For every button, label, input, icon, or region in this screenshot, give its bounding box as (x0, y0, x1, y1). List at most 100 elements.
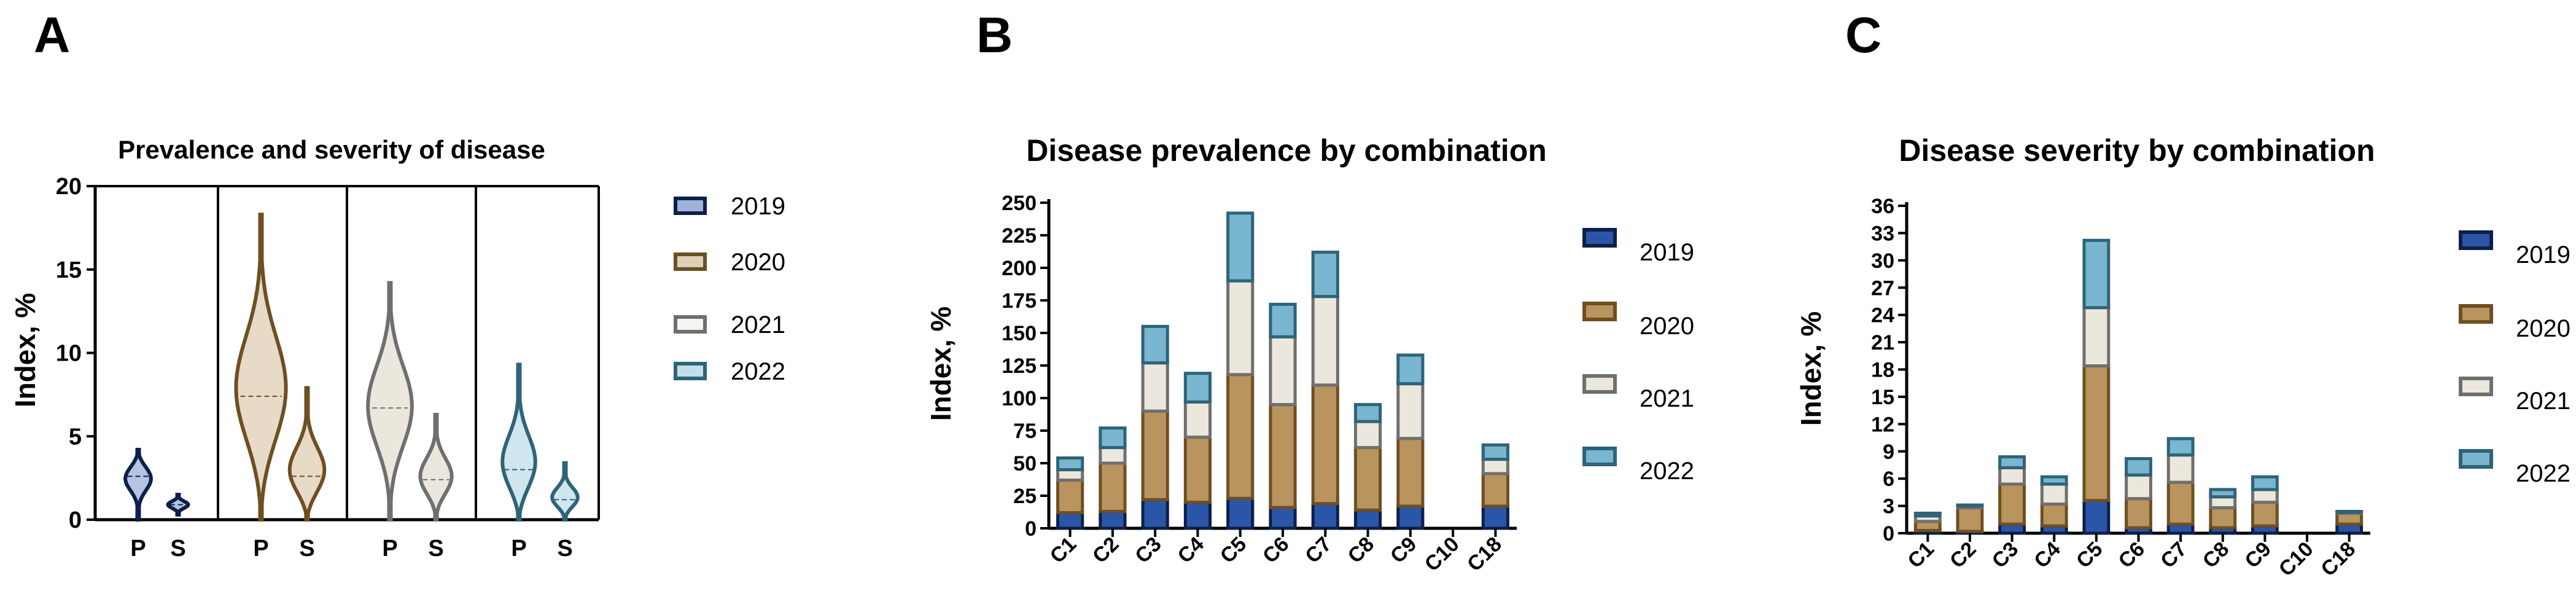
bar-C2-2022 (1099, 426, 1127, 450)
legend-label-2020: 2020 (731, 249, 785, 276)
legend-swatch-2022 (2459, 449, 2493, 469)
bar-C3-2019 (1141, 498, 1169, 530)
bar-C3-2021 (1998, 466, 2026, 486)
x-tick-label: C8 (1344, 533, 1379, 568)
x-tick-label: C9 (1386, 533, 1422, 568)
x-tick-label: C3 (1130, 533, 1166, 568)
panel-c-y-axis-label: Index, % (1795, 311, 1827, 426)
bar-C4-2021 (2040, 482, 2068, 506)
bar-C18-2021 (1481, 458, 1509, 475)
bar-C1-2019 (1056, 511, 1084, 530)
bar-C5-2022 (2082, 238, 2111, 310)
panel-c: C Disease severity by combination Index,… (1795, 7, 2570, 581)
bar-C1-2022 (1056, 456, 1084, 472)
bar-C9-2021 (2251, 488, 2279, 504)
bar-C5-2020 (2082, 364, 2111, 502)
x-tick-label: C1 (1046, 533, 1081, 568)
bar-C2-2020 (1956, 506, 1984, 533)
legend-swatch-2019 (2459, 230, 2493, 250)
bar-C4-2020 (1183, 436, 1212, 504)
bar-C7-2021 (1311, 295, 1339, 387)
bar-C5-2019 (1226, 496, 1255, 530)
bar-C4-2022 (2040, 475, 2068, 486)
legend-swatch-2021 (674, 315, 707, 334)
panel-b-y-axis-label: Index, % (925, 307, 957, 421)
panel-a-x-tick-label: P (511, 536, 526, 561)
panel-a-frame (93, 185, 600, 522)
bar-C3-2020 (1141, 409, 1169, 501)
x-tick-label: C3 (1988, 538, 2023, 573)
violin-2020-P (234, 213, 288, 522)
bar-C8-2020 (1353, 446, 1382, 512)
y-tick-label: 0 (1025, 517, 1037, 541)
bar-C8-2019 (1353, 508, 1382, 530)
x-tick-label: C5 (1216, 533, 1251, 568)
bar-C5-2021 (2082, 306, 2111, 368)
legend-label-2020: 2020 (1640, 313, 1694, 340)
bar-C5-2019 (2082, 499, 2111, 535)
panel-a-x-tick-label: S (299, 536, 314, 561)
legend-swatch-2022 (674, 362, 707, 380)
bar-C9-2020 (2251, 501, 2279, 528)
panel-a-y-tick-label: 5 (69, 424, 82, 450)
y-tick-label: 0 (1883, 522, 1894, 545)
panel-a-x-tick-label: P (130, 536, 146, 561)
legend-swatch-2022 (1582, 447, 1617, 466)
bar-C1-2021 (1056, 468, 1084, 482)
legend-label-2022: 2022 (731, 358, 785, 385)
x-tick-label: C1 (1903, 538, 1939, 573)
panel-c-legend: 2019 2020 2021 2022 (2459, 230, 2570, 487)
bar-C2-2020 (1099, 461, 1127, 513)
bar-C5-2020 (1226, 373, 1255, 500)
legend-swatch-2021 (1582, 374, 1617, 394)
y-tick-label: 225 (1002, 224, 1037, 248)
bar-C4-2019 (1183, 501, 1212, 530)
panel-a-x-tick-label: S (557, 536, 572, 561)
y-tick-label: 100 (1002, 387, 1037, 410)
bar-C1-2020 (1056, 479, 1084, 515)
bar-C9-2020 (1396, 437, 1425, 508)
legend-label-2019: 2019 (2516, 241, 2570, 268)
bar-C3-2022 (1998, 455, 2026, 469)
legend-label-2020: 2020 (2516, 315, 2570, 342)
bar-C6-2021 (2125, 473, 2152, 501)
bar-C5-2021 (1226, 279, 1255, 377)
bar-C18-2019 (1481, 504, 1509, 530)
bar-C7-2020 (1311, 383, 1339, 506)
panel-a-x-tick-label: S (170, 536, 185, 561)
panel-b-title: Disease prevalence by combination (1026, 133, 1547, 168)
x-tick-label: C6 (2114, 538, 2150, 573)
y-tick-label: 125 (1002, 354, 1037, 378)
bar-C18-2022 (1481, 443, 1509, 461)
bar-C9-2021 (1396, 382, 1425, 440)
bar-C18-2022 (2335, 509, 2364, 514)
x-tick-label: C18 (1463, 533, 1506, 576)
legend-swatch-2020 (674, 252, 707, 271)
bar-C9-2022 (2251, 475, 2279, 491)
x-tick-label: C10 (2274, 538, 2318, 581)
bar-C7-2022 (1311, 251, 1339, 299)
legend-label-2022: 2022 (1640, 458, 1694, 485)
panel-a: A Prevalence and severity of disease Ind… (9, 7, 785, 561)
panel-a-x-tick-label: P (253, 536, 268, 561)
legend-label-2019: 2019 (1640, 239, 1694, 266)
x-tick-label: C10 (1420, 533, 1464, 576)
panel-b: B Disease prevalence by combination Inde… (925, 7, 1694, 576)
x-tick-label: C7 (2156, 538, 2192, 573)
bar-C2-2021 (1099, 446, 1127, 465)
y-tick-label: 27 (1871, 276, 1894, 300)
bar-C18-2020 (2335, 511, 2364, 526)
violin-2021-P (366, 281, 414, 522)
y-tick-label: 33 (1871, 222, 1894, 245)
bar-C4-2021 (1183, 400, 1212, 439)
panel-b-letter: B (976, 7, 1013, 63)
x-tick-label: C2 (1088, 533, 1124, 568)
bar-C7-2019 (1311, 502, 1339, 530)
panel-a-letter: A (34, 7, 70, 63)
x-tick-label: C9 (2240, 538, 2276, 573)
y-tick-label: 3 (1883, 495, 1894, 518)
violin-2020-S (287, 386, 327, 522)
y-tick-label: 9 (1883, 440, 1894, 464)
